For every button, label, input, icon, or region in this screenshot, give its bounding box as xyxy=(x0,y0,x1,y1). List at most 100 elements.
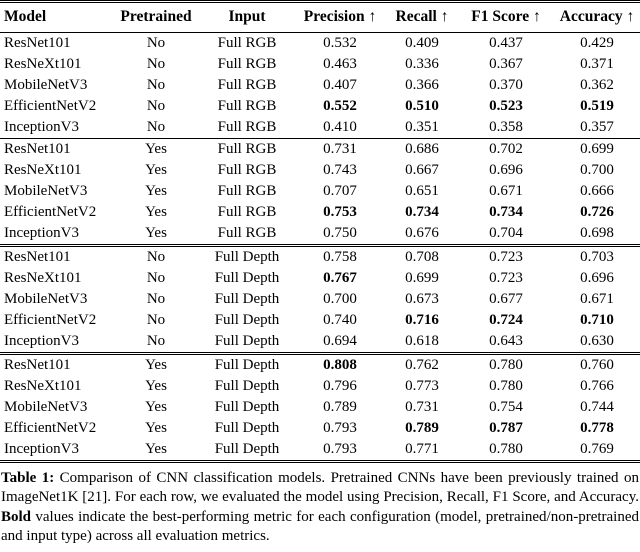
cell-input: Full Depth xyxy=(214,378,280,394)
cell-recall: 0.667 xyxy=(405,162,439,178)
cell-model: EfficientNetV2 xyxy=(4,312,97,328)
cell-recall: 0.651 xyxy=(405,183,439,199)
cell-f1-score: 0.702 xyxy=(489,141,523,157)
cell-recall: 0.366 xyxy=(405,77,439,93)
cell-pretrained: Yes xyxy=(145,225,167,241)
cell-recall: 0.618 xyxy=(405,333,439,349)
cell-f1-score: 0.677 xyxy=(489,291,523,307)
cell-f1-score: 0.367 xyxy=(489,56,523,72)
cell-accuracy: 0.700 xyxy=(580,162,614,178)
cell-f1-score: 0.780 xyxy=(489,378,523,394)
cell-recall: 0.731 xyxy=(405,399,439,415)
column-header-accuracy: Accuracy ↑ xyxy=(559,8,635,25)
table-row: EfficientNetV2 Yes Full RGB 0.753 0.734 0.734… xyxy=(0,202,640,223)
cell-accuracy: 0.726 xyxy=(580,204,614,220)
table-header: Model Pretrained Input Precision ↑ Recall ↑ F… xyxy=(0,2,640,33)
cell-accuracy: 0.698 xyxy=(580,225,614,241)
cell-pretrained: No xyxy=(146,56,166,72)
cell-f1-score: 0.754 xyxy=(489,399,523,415)
cell-accuracy: 0.362 xyxy=(580,77,614,93)
cell-precision: 0.552 xyxy=(323,98,357,114)
cell-precision: 0.532 xyxy=(323,35,357,51)
cell-f1-score: 0.787 xyxy=(489,420,523,436)
table-row: ResNet101 Yes Full Depth 0.808 0.762 0.780 0.7… xyxy=(0,354,640,377)
cell-f1-score: 0.704 xyxy=(489,225,523,241)
cell-precision: 0.407 xyxy=(323,77,357,93)
cell-input: Full RGB xyxy=(217,183,277,199)
cell-input: Full Depth xyxy=(214,312,280,328)
cell-f1-score: 0.696 xyxy=(489,162,523,178)
cell-recall: 0.686 xyxy=(405,141,439,157)
cell-pretrained: Yes xyxy=(145,420,167,436)
cell-precision: 0.793 xyxy=(323,420,357,436)
cell-model: MobileNetV3 xyxy=(4,77,88,93)
cell-precision: 0.793 xyxy=(323,441,357,457)
cell-model: MobileNetV3 xyxy=(4,399,88,415)
cell-input: Full Depth xyxy=(214,441,280,457)
cell-pretrained: No xyxy=(146,312,166,328)
cell-input: Full Depth xyxy=(214,270,280,286)
cell-pretrained: Yes xyxy=(145,162,167,178)
cell-precision: 0.753 xyxy=(323,204,357,220)
cell-accuracy: 0.666 xyxy=(580,183,614,199)
cell-pretrained: Yes xyxy=(145,204,167,220)
cell-f1-score: 0.734 xyxy=(489,204,523,220)
cell-accuracy: 0.703 xyxy=(580,249,614,265)
cell-precision: 0.410 xyxy=(323,119,357,135)
cell-recall: 0.716 xyxy=(405,312,439,328)
table-row: MobileNetV3 No Full Depth 0.700 0.673 0.677 0.… xyxy=(0,289,640,310)
table-row: InceptionV3 Yes Full RGB 0.750 0.676 0.704 0.6… xyxy=(0,223,640,246)
cell-model: MobileNetV3 xyxy=(4,291,88,307)
cell-pretrained: Yes xyxy=(145,441,167,457)
cell-input: Full RGB xyxy=(217,204,277,220)
cell-f1-score: 0.723 xyxy=(489,270,523,286)
cell-model: InceptionV3 xyxy=(4,119,79,135)
cell-input: Full RGB xyxy=(217,225,277,241)
results-table: Model Pretrained Input Precision ↑ Recall ↑ F… xyxy=(0,0,640,463)
caption-text: Comparison of CNN classification models.… xyxy=(1,470,639,506)
cell-model: InceptionV3 xyxy=(4,441,79,457)
cell-pretrained: No xyxy=(146,333,166,349)
cell-precision: 0.700 xyxy=(323,291,357,307)
cell-accuracy: 0.696 xyxy=(580,270,614,286)
table-row: EfficientNetV2 Yes Full Depth 0.793 0.789 0.7… xyxy=(0,418,640,439)
cell-pretrained: No xyxy=(146,77,166,93)
cell-f1-score: 0.370 xyxy=(489,77,523,93)
cell-pretrained: Yes xyxy=(145,399,167,415)
cell-input: Full RGB xyxy=(217,141,277,157)
cell-input: Full Depth xyxy=(214,399,280,415)
cell-input: Full RGB xyxy=(217,98,277,114)
table-row: ResNet101 No Full RGB 0.532 0.409 0.437 0.429 xyxy=(0,33,640,55)
table-row: ResNet101 No Full Depth 0.758 0.708 0.723 0.70… xyxy=(0,246,640,269)
table-row: InceptionV3 Yes Full Depth 0.793 0.771 0.780 0… xyxy=(0,439,640,462)
column-header-recall: Recall ↑ xyxy=(395,8,449,25)
cell-accuracy: 0.630 xyxy=(580,333,614,349)
cell-recall: 0.771 xyxy=(405,441,439,457)
table-row: MobileNetV3 Yes Full RGB 0.707 0.651 0.671 0.6… xyxy=(0,181,640,202)
cell-input: Full RGB xyxy=(217,77,277,93)
column-header-model: Model xyxy=(4,8,47,25)
cell-pretrained: Yes xyxy=(145,378,167,394)
cell-accuracy: 0.769 xyxy=(580,441,614,457)
table-row: ResNeXt101 No Full RGB 0.463 0.336 0.367 0.371 xyxy=(0,54,640,75)
column-header-input: Input xyxy=(228,8,266,25)
cell-precision: 0.789 xyxy=(323,399,357,415)
cell-recall: 0.789 xyxy=(405,420,439,436)
cell-recall: 0.351 xyxy=(405,119,439,135)
cell-input: Full Depth xyxy=(214,249,280,265)
cell-accuracy: 0.371 xyxy=(580,56,614,72)
cell-f1-score: 0.643 xyxy=(489,333,523,349)
cell-accuracy: 0.710 xyxy=(580,312,614,328)
cell-precision: 0.758 xyxy=(323,249,357,265)
table-row: InceptionV3 No Full Depth 0.694 0.618 0.643 0.… xyxy=(0,331,640,354)
cell-model: ResNeXt101 xyxy=(4,378,82,394)
cell-model: EfficientNetV2 xyxy=(4,420,97,436)
cell-model: EfficientNetV2 xyxy=(4,204,97,220)
cell-pretrained: No xyxy=(146,270,166,286)
cell-pretrained: No xyxy=(146,98,166,114)
table-row: ResNeXt101 Yes Full Depth 0.796 0.773 0.780 0.… xyxy=(0,376,640,397)
cell-precision: 0.750 xyxy=(323,225,357,241)
table-row: ResNet101 Yes Full RGB 0.731 0.686 0.702 0.699 xyxy=(0,139,640,161)
cell-input: Full Depth xyxy=(214,357,280,373)
cell-precision: 0.808 xyxy=(323,357,357,373)
